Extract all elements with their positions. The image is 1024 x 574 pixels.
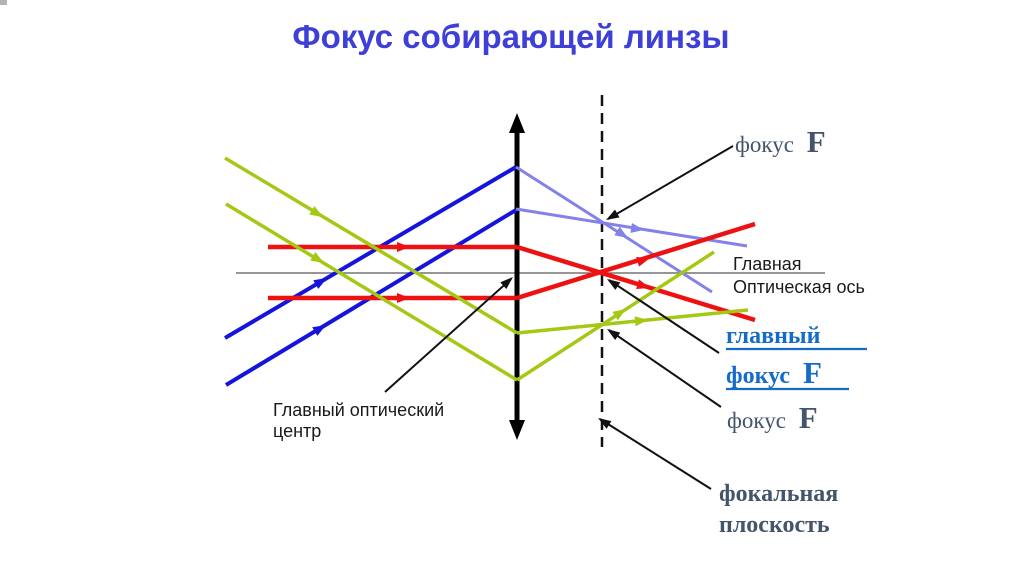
- label-optical-center-line1: Главный оптический: [273, 400, 444, 420]
- label-focus-top: фокус F: [735, 124, 826, 159]
- green-ray-1-refracted: [516, 308, 749, 335]
- violet-ray-1-arrow-icon: [614, 226, 628, 238]
- blue-ray-2-arrow-icon: [312, 325, 326, 336]
- label-focal-plane: фокальная плоскость: [719, 481, 838, 538]
- green-ray-2-refracted-arrow-icon: [612, 309, 626, 321]
- green-ray-1-refracted-arrow-icon: [634, 316, 648, 327]
- pointer-main-focus-line: [608, 279, 720, 354]
- page-title: Фокус собирающей линзы: [292, 18, 729, 55]
- red-rays: [268, 221, 756, 323]
- label-main-focus-line1: главный: [726, 323, 821, 349]
- label-focus-bottom-f: F: [799, 400, 818, 435]
- label-main-focus-f: F: [803, 355, 822, 390]
- label-main-focus-word: фокус: [726, 363, 790, 389]
- label-focus-bottom: фокус F: [727, 400, 818, 435]
- lens: [509, 113, 525, 440]
- pointer-focus-top-line: [607, 145, 734, 220]
- green-ray-2-incoming: [225, 202, 518, 382]
- violet-ray-1: [515, 165, 713, 294]
- pointer-focal-plane-line: [599, 418, 712, 490]
- label-optical-center: Главный оптический центр: [273, 400, 444, 441]
- label-optical-center-line2: центр: [273, 421, 321, 441]
- pointer-focal-plane-arrow-icon: [598, 418, 612, 429]
- pointer-focus-bottom-arrow-icon: [607, 329, 621, 341]
- green-rays: [224, 156, 749, 382]
- violet-ray-2-arrow-icon: [630, 223, 644, 233]
- red-ray-1-arrow-icon: [397, 242, 410, 252]
- pointer-focus-bottom-line: [608, 329, 722, 408]
- pointer-optical-center-line: [384, 278, 512, 393]
- green-ray-1-incoming: [224, 156, 518, 335]
- label-focus-top-f: F: [807, 124, 826, 159]
- red-ray-1-refracted: [516, 244, 756, 323]
- label-optical-axis: Главная Оптическая ось: [733, 254, 865, 297]
- green-ray-2-arrow-icon: [310, 252, 324, 263]
- blue-ray-1-arrow-icon: [313, 278, 327, 289]
- red-ray-2-refracted: [516, 221, 756, 301]
- red-ray-2-arrow-icon: [397, 293, 410, 303]
- label-optical-axis-line2: Оптическая ось: [733, 277, 865, 297]
- red-ray-2-refracted-arrow-icon: [636, 257, 650, 267]
- label-optical-axis-line1: Главная: [733, 254, 802, 274]
- label-focus-bottom-word: фокус: [727, 408, 786, 433]
- green-ray-1-arrow-icon: [309, 206, 323, 217]
- label-focal-plane-line1: фокальная: [719, 481, 838, 507]
- label-focus-top-word: фокус: [735, 132, 794, 157]
- red-ray-1-refracted-arrow-icon: [636, 279, 650, 289]
- pointer-focus-top-arrow-icon: [606, 209, 620, 220]
- blue-ray-1: [223, 165, 518, 340]
- label-main-focus: главный фокус F: [726, 323, 867, 391]
- label-main-focus-line2: фокус F: [726, 355, 822, 390]
- lens-arrow-up-icon: [509, 113, 525, 133]
- screen-corner-artifact: [0, 0, 7, 5]
- pointer-optical-center-arrow-icon: [500, 277, 513, 290]
- label-focal-plane-line2: плоскость: [719, 512, 830, 538]
- pointer-main-focus-arrow-icon: [607, 279, 621, 290]
- lens-arrow-down-icon: [509, 420, 525, 440]
- pointer-arrows: [384, 145, 734, 490]
